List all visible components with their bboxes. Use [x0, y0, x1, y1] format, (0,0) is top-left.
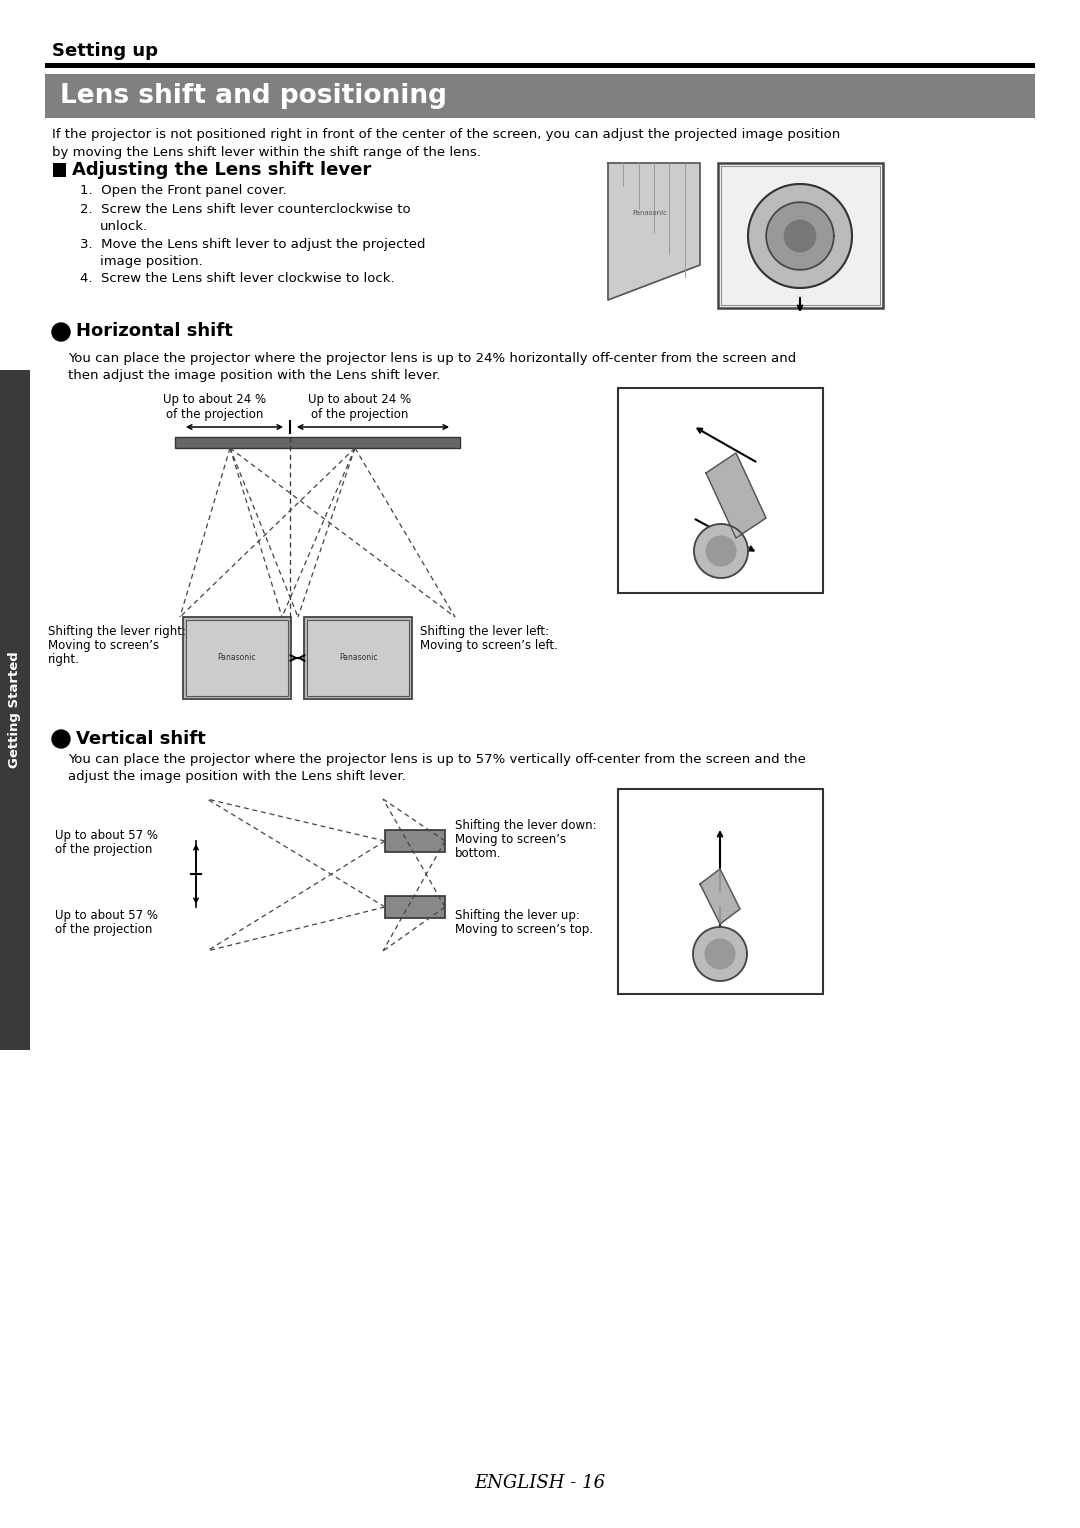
- Circle shape: [52, 322, 70, 341]
- Text: of the projection: of the projection: [166, 408, 264, 422]
- Bar: [186, 620, 288, 695]
- Text: Horizontal shift: Horizontal shift: [76, 322, 233, 341]
- Text: Up to about 57 %: Up to about 57 %: [55, 909, 158, 921]
- Text: Panasonic: Panasonic: [218, 654, 256, 663]
- Bar: [303, 617, 411, 698]
- Text: You can place the projector where the projector lens is up to 57% vertically off: You can place the projector where the pr…: [68, 753, 806, 766]
- Bar: [618, 388, 823, 593]
- Text: then adjust the image position with the Lens shift lever.: then adjust the image position with the …: [68, 368, 441, 382]
- Bar: [721, 167, 880, 306]
- Bar: [53, 163, 66, 177]
- Text: adjust the image position with the Lens shift lever.: adjust the image position with the Lens …: [68, 770, 406, 782]
- Text: Lens shift and positioning: Lens shift and positioning: [60, 83, 447, 108]
- Text: of the projection: of the projection: [55, 843, 152, 856]
- Text: Moving to screen’s: Moving to screen’s: [48, 639, 159, 652]
- Polygon shape: [748, 183, 852, 287]
- Text: image position.: image position.: [100, 255, 203, 267]
- Text: Up to about 24 %: Up to about 24 %: [163, 393, 267, 406]
- Text: Shifting the lever down:: Shifting the lever down:: [455, 819, 596, 833]
- Bar: [0, 370, 30, 1050]
- Text: 1.  Open the Front panel cover.: 1. Open the Front panel cover.: [80, 183, 286, 197]
- Text: If the projector is not positioned right in front of the center of the screen, y: If the projector is not positioned right…: [52, 128, 840, 141]
- Text: of the projection: of the projection: [55, 923, 152, 937]
- Text: by moving the Lens shift lever within the shift range of the lens.: by moving the Lens shift lever within th…: [52, 147, 481, 159]
- Text: 3.  Move the Lens shift lever to adjust the projected: 3. Move the Lens shift lever to adjust t…: [80, 238, 426, 251]
- Bar: [45, 73, 1035, 118]
- Text: Panasonic: Panasonic: [339, 654, 377, 663]
- Text: Getting Started: Getting Started: [9, 651, 22, 769]
- Text: bottom.: bottom.: [455, 847, 501, 860]
- Bar: [618, 788, 823, 995]
- Polygon shape: [693, 927, 747, 981]
- Text: of the projection: of the projection: [311, 408, 408, 422]
- Text: Up to about 24 %: Up to about 24 %: [309, 393, 411, 406]
- Text: Panasonic: Panasonic: [633, 209, 667, 215]
- Polygon shape: [784, 220, 815, 252]
- Text: right.: right.: [48, 652, 80, 666]
- Text: Shifting the lever up:: Shifting the lever up:: [455, 909, 580, 921]
- Bar: [718, 163, 883, 309]
- Bar: [384, 830, 445, 853]
- Text: ENGLISH - 16: ENGLISH - 16: [474, 1475, 606, 1491]
- Polygon shape: [608, 163, 700, 299]
- Polygon shape: [694, 524, 748, 578]
- Text: Adjusting the Lens shift lever: Adjusting the Lens shift lever: [72, 160, 372, 179]
- Bar: [45, 63, 1035, 69]
- Text: 2.  Screw the Lens shift lever counterclockwise to: 2. Screw the Lens shift lever counterclo…: [80, 203, 410, 215]
- Text: Shifting the lever right:: Shifting the lever right:: [48, 625, 186, 639]
- Text: Setting up: Setting up: [52, 41, 158, 60]
- Polygon shape: [700, 869, 740, 924]
- Bar: [307, 620, 409, 695]
- Text: You can place the projector where the projector lens is up to 24% horizontally o: You can place the projector where the pr…: [68, 351, 796, 365]
- Text: Shifting the lever left:: Shifting the lever left:: [420, 625, 549, 639]
- Polygon shape: [706, 452, 766, 538]
- Text: Moving to screen’s: Moving to screen’s: [455, 833, 566, 847]
- Bar: [175, 437, 460, 448]
- Text: Moving to screen’s top.: Moving to screen’s top.: [455, 923, 593, 937]
- Circle shape: [52, 730, 70, 749]
- Text: Vertical shift: Vertical shift: [76, 730, 206, 749]
- Bar: [183, 617, 291, 698]
- Polygon shape: [766, 202, 834, 270]
- Text: Moving to screen’s left.: Moving to screen’s left.: [420, 639, 558, 652]
- Polygon shape: [706, 536, 735, 565]
- Text: Up to about 57 %: Up to about 57 %: [55, 830, 158, 842]
- Text: 4.  Screw the Lens shift lever clockwise to lock.: 4. Screw the Lens shift lever clockwise …: [80, 272, 394, 286]
- Bar: [384, 895, 445, 918]
- Text: unlock.: unlock.: [100, 220, 148, 232]
- Polygon shape: [705, 940, 734, 969]
